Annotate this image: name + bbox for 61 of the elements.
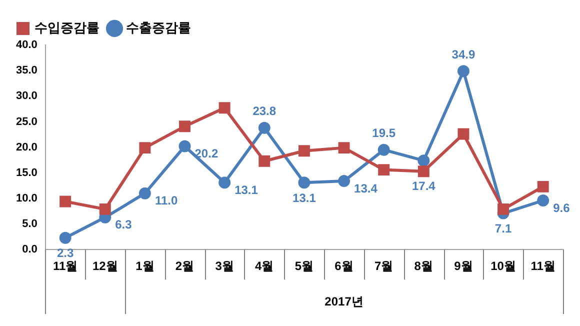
point bbox=[458, 128, 470, 140]
point bbox=[418, 154, 430, 167]
point bbox=[218, 176, 231, 189]
point bbox=[179, 120, 191, 132]
point bbox=[218, 102, 230, 114]
y-tick-label: 30.0 bbox=[16, 90, 38, 102]
y-tick-label: 20.0 bbox=[16, 141, 38, 154]
point bbox=[418, 166, 430, 178]
legend-label: 수출증감률 bbox=[126, 20, 191, 36]
data-label: 23.8 bbox=[252, 104, 276, 118]
y-tick-label: 10.0 bbox=[16, 192, 38, 204]
x-tick-label: 11월 bbox=[530, 259, 556, 274]
point bbox=[298, 176, 310, 189]
y-tick-label: 15.0 bbox=[16, 166, 38, 179]
data-label: 11.0 bbox=[154, 194, 178, 208]
data-label: 13.1 bbox=[234, 182, 258, 197]
x-tick-label: 7월 bbox=[374, 259, 394, 274]
y-tick-label: 0.0 bbox=[22, 244, 38, 256]
legend-label: 수입증감률 bbox=[34, 20, 100, 36]
y-tick-label: 40.0 bbox=[16, 39, 38, 52]
data-label: 34.9 bbox=[452, 47, 476, 62]
x-tick-label: 6월 bbox=[334, 259, 354, 274]
y-tick-label: 35.0 bbox=[16, 64, 38, 77]
point bbox=[99, 203, 111, 215]
x-tick-label: 2월 bbox=[175, 259, 194, 274]
x-tick-label: 5월 bbox=[294, 259, 314, 274]
text: 2017년 bbox=[324, 294, 364, 308]
point bbox=[498, 203, 510, 215]
data-label: 9.6 bbox=[553, 200, 570, 215]
y-tick-label: 25.0 bbox=[16, 116, 38, 128]
point bbox=[378, 144, 390, 156]
data-label: 7.1 bbox=[494, 222, 512, 236]
point bbox=[298, 145, 310, 157]
x-tick-label: 1월 bbox=[136, 259, 154, 274]
x-tick-label: 3월 bbox=[215, 259, 234, 274]
x-tick-label: 11월 bbox=[52, 259, 78, 274]
data-label: 13.1 bbox=[292, 190, 316, 205]
point bbox=[139, 142, 151, 154]
point bbox=[378, 164, 390, 176]
point bbox=[59, 232, 72, 244]
point bbox=[138, 187, 151, 200]
data-label: 13.4 bbox=[354, 181, 378, 196]
point bbox=[178, 140, 191, 152]
x-tick-label: 12월 bbox=[92, 259, 118, 274]
x-tick-label: 9월 bbox=[454, 259, 473, 274]
point bbox=[60, 196, 72, 208]
point bbox=[338, 142, 350, 154]
point bbox=[457, 65, 470, 78]
point bbox=[537, 180, 549, 192]
x-tick-label: 10월 bbox=[490, 259, 516, 274]
point bbox=[338, 175, 350, 188]
point bbox=[258, 122, 270, 134]
x-tick-label: 4월 bbox=[255, 259, 274, 274]
y-tick-label: 5.0 bbox=[22, 218, 38, 230]
data-label: 19.5 bbox=[372, 126, 396, 140]
point bbox=[537, 194, 550, 206]
data-label: 17.4 bbox=[412, 178, 436, 193]
data-label: 2.3 bbox=[56, 246, 74, 260]
data-label: 6.3 bbox=[115, 218, 132, 232]
point bbox=[258, 155, 270, 167]
x-tick-label: 8월 bbox=[414, 259, 433, 274]
